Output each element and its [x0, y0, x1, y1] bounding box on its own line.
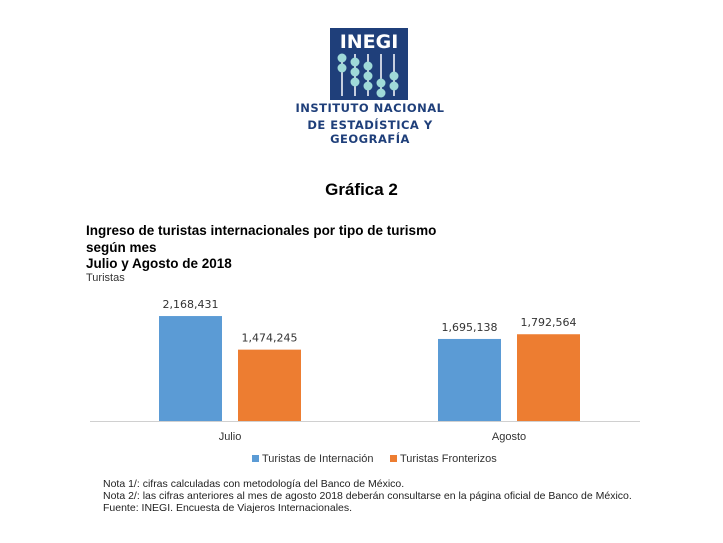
note-2: Nota 2/: las cifras anteriores al mes de… [103, 490, 632, 502]
data-label: 1,792,564 [521, 316, 577, 329]
svg-text:INEGI: INEGI [340, 31, 399, 53]
x-tick-label: Julio [219, 431, 242, 443]
chart-title-line-3: Julio y Agosto de 2018 [86, 256, 232, 271]
logo-line-2: DE ESTADÍSTICA Y GEOGRAFÍA [307, 118, 433, 146]
legend-item-fronterizos: Turistas Fronterizos [390, 453, 497, 465]
legend-swatch [390, 455, 397, 462]
legend-item-internacion: Turistas de Internación [252, 453, 373, 465]
legend-swatch [252, 455, 259, 462]
y-unit-label: Turistas [86, 272, 125, 284]
logo-line-1: INSTITUTO NACIONAL [295, 101, 445, 115]
chart-title-line-1: Ingreso de turistas internacionales por … [86, 223, 437, 238]
legend-label: Turistas Fronterizos [400, 453, 497, 465]
note-1: Nota 1/: cifras calculadas con metodolog… [103, 478, 405, 490]
bar-julio-0 [159, 316, 222, 421]
bar-julio-1 [238, 349, 301, 421]
data-label: 1,474,245 [242, 332, 298, 345]
data-label: 1,695,138 [442, 321, 498, 334]
figure-heading: Gráfica 2 [325, 180, 398, 199]
x-tick-label: Agosto [492, 431, 526, 443]
data-label: 2,168,431 [163, 298, 219, 311]
legend-label: Turistas de Internación [262, 453, 374, 465]
bar-agosto-1 [517, 334, 580, 421]
inegi-logo: INEGI [330, 28, 408, 100]
chart-title-line-2: según mes [86, 240, 157, 255]
note-source: Fuente: INEGI. Encuesta de Viajeros Inte… [103, 502, 353, 514]
bar-agosto-0 [438, 338, 501, 421]
